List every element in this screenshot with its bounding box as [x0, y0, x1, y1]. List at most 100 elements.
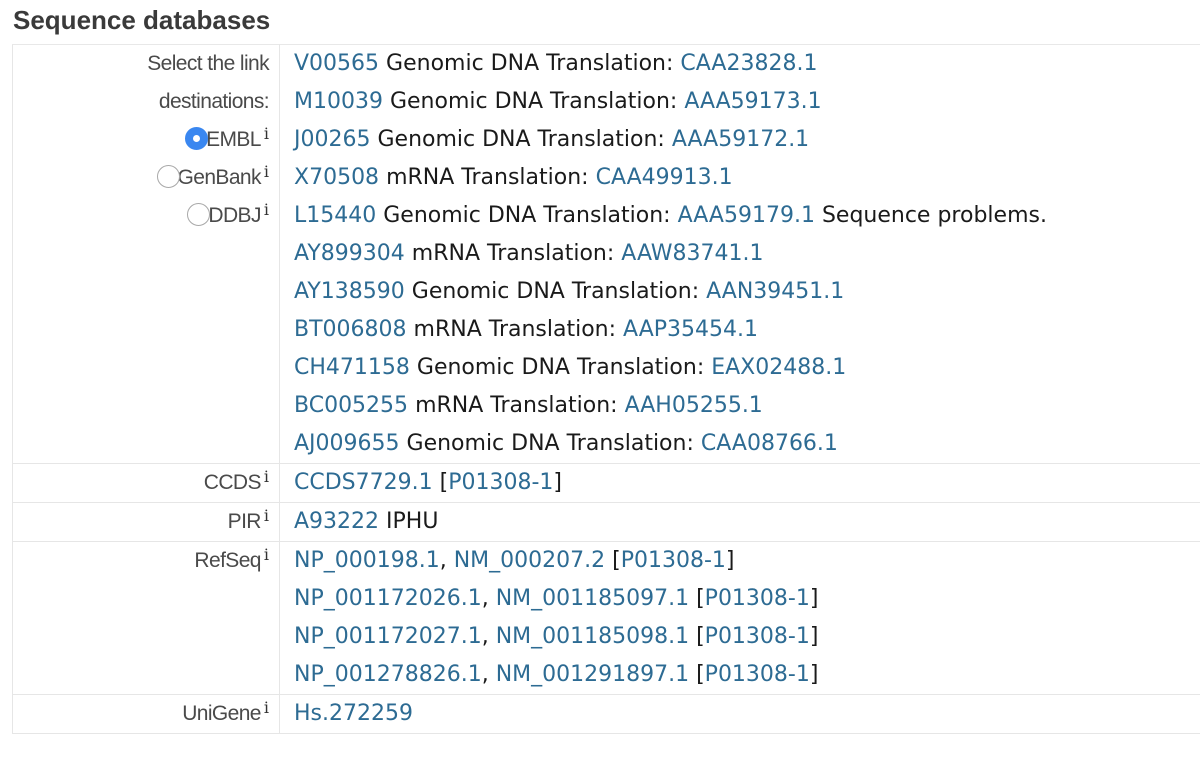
refseq-entry: NP_001172027.1, NM_001185098.1 [P01308-1… — [294, 624, 819, 649]
embl-entry: AY899304 mRNA Translation: AAW83741.1 — [294, 235, 1200, 273]
unigene-label: UniGene — [182, 702, 261, 725]
nucleotide-accession-link[interactable]: BC005255 — [294, 393, 409, 418]
embl-entry: J00265 Genomic DNA Translation: AAA59172… — [294, 121, 1200, 159]
ccds-row: CCDS i CCDS7729.1 [P01308-1] — [12, 463, 1200, 503]
nucleotide-accession-link[interactable]: V00565 — [294, 51, 380, 76]
molecule-type: Genomic DNA Translation: — [383, 203, 671, 228]
radio-option-ddbj[interactable]: DDBJ i — [13, 197, 269, 235]
nucleotide-accession-link[interactable]: BT006808 — [294, 317, 407, 342]
info-icon[interactable]: i — [263, 162, 269, 181]
embl-entry: CH471158 Genomic DNA Translation: EAX024… — [294, 349, 1200, 387]
refseq-row: RefSeq i NP_000198.1, NM_000207.2 [P01308… — [12, 541, 1200, 695]
protein-id-link[interactable]: EAX02488.1 — [711, 355, 847, 380]
isoform-link[interactable]: P01308-1 — [704, 624, 810, 649]
refseq-mrna-link[interactable]: NM_000207.2 — [453, 548, 606, 573]
protein-id-link[interactable]: AAP35454.1 — [623, 317, 758, 342]
ccds-label-cell: CCDS i — [12, 463, 280, 503]
radio-option-embl[interactable]: EMBL i — [13, 121, 269, 159]
molecule-type: Genomic DNA Translation: — [389, 89, 678, 114]
molecule-type: Genomic DNA Translation: — [377, 127, 665, 152]
genbank-radio-label: GenBank — [177, 166, 262, 189]
sequence-problems-note: Sequence problems. — [821, 203, 1047, 228]
refseq-protein-link[interactable]: NP_000198.1 — [294, 548, 440, 573]
molecule-type: mRNA Translation: — [386, 165, 589, 190]
refseq-protein-link[interactable]: NP_001172027.1 — [294, 624, 482, 649]
embl-entry: AJ009655 Genomic DNA Translation: CAA087… — [294, 425, 1200, 463]
molecule-type: mRNA Translation: — [411, 241, 615, 266]
info-icon[interactable]: i — [263, 124, 269, 143]
radio-option-genbank[interactable]: GenBank i — [13, 159, 269, 197]
ccds-id-link[interactable]: CCDS7729.1 — [294, 470, 433, 495]
nucleotide-accession-link[interactable]: M10039 — [294, 89, 383, 114]
molecule-type: Genomic DNA Translation: — [386, 51, 674, 76]
refseq-label-cell: RefSeq i — [12, 541, 280, 695]
section-title: Sequence databases — [13, 5, 271, 35]
pir-label: PIR — [227, 510, 262, 533]
protein-id-link[interactable]: AAN39451.1 — [706, 279, 845, 304]
unigene-label-cell: UniGene i — [12, 694, 280, 734]
ccds-value-cell: CCDS7729.1 [P01308-1] — [279, 463, 1200, 503]
refseq-mrna-link[interactable]: NM_001291897.1 — [495, 662, 690, 687]
unigene-value-cell: Hs.272259 — [279, 694, 1200, 734]
isoform-link[interactable]: P01308-1 — [704, 586, 810, 611]
refseq-protein-link[interactable]: NP_001278826.1 — [294, 662, 482, 687]
protein-id-link[interactable]: AAA59179.1 — [677, 203, 815, 228]
protein-id-link[interactable]: CAA49913.1 — [595, 165, 733, 190]
embl-entry: L15440 Genomic DNA Translation: AAA59179… — [294, 197, 1200, 235]
molecule-type: Genomic DNA Translation: — [416, 355, 705, 380]
ddbj-radio[interactable] — [187, 202, 211, 226]
unigene-row: UniGene i Hs.272259 — [12, 694, 1200, 734]
embl-radio[interactable] — [185, 126, 209, 150]
nucleotide-accession-link[interactable]: AY899304 — [294, 241, 405, 266]
protein-id-link[interactable]: AAH05255.1 — [624, 393, 763, 418]
refseq-entry: NP_001172026.1, NM_001185097.1 [P01308-1… — [294, 586, 819, 611]
info-icon[interactable]: i — [263, 545, 269, 564]
info-icon[interactable]: i — [263, 200, 269, 219]
refseq-protein-link[interactable]: NP_001172026.1 — [294, 586, 482, 611]
sequence-databases-table: Select the link destinations: EMBL i GenB… — [12, 44, 1200, 734]
protein-id-link[interactable]: CAA23828.1 — [680, 51, 818, 76]
embl-entry: M10039 Genomic DNA Translation: AAA59173… — [294, 83, 1200, 121]
pir-value-cell: A93222 IPHU — [279, 502, 1200, 542]
refseq-value-cell: NP_000198.1, NM_000207.2 [P01308-1] NP_0… — [279, 541, 1200, 695]
nucleotide-accession-link[interactable]: X70508 — [294, 165, 380, 190]
embl-radio-label: EMBL — [206, 128, 261, 151]
link-destination-label-line2: destinations: — [158, 90, 270, 113]
nucleotide-accession-link[interactable]: J00265 — [294, 127, 371, 152]
embl-entry: AY138590 Genomic DNA Translation: AAN394… — [294, 273, 1200, 311]
embl-entry: V00565 Genomic DNA Translation: CAA23828… — [294, 45, 1200, 83]
pir-label-cell: PIR i — [12, 502, 280, 542]
molecule-type: Genomic DNA Translation: — [411, 279, 700, 304]
protein-id-link[interactable]: AAW83741.1 — [621, 241, 764, 266]
info-icon[interactable]: i — [263, 506, 269, 525]
protein-id-link[interactable]: AAA59173.1 — [684, 89, 822, 114]
isoform-link[interactable]: P01308-1 — [620, 548, 726, 573]
isoform-link[interactable]: P01308-1 — [704, 662, 810, 687]
protein-id-link[interactable]: CAA08766.1 — [700, 431, 838, 456]
genbank-radio[interactable] — [156, 164, 180, 188]
molecule-type: mRNA Translation: — [415, 393, 618, 418]
nucleotide-accession-link[interactable]: L15440 — [294, 203, 377, 228]
info-icon[interactable]: i — [263, 698, 269, 717]
molecule-type: Genomic DNA Translation: — [406, 431, 694, 456]
info-icon[interactable]: i — [263, 467, 269, 486]
embl-entry: BC005255 mRNA Translation: AAH05255.1 — [294, 387, 1200, 425]
ccds-label: CCDS — [203, 471, 262, 494]
link-destination-label-line1: Select the link — [147, 52, 269, 75]
unigene-id-link[interactable]: Hs.272259 — [294, 701, 413, 726]
protein-id-link[interactable]: AAA59172.1 — [671, 127, 810, 152]
isoform-link[interactable]: P01308-1 — [448, 470, 554, 495]
refseq-entry: NP_001278826.1, NM_001291897.1 [P01308-1… — [294, 662, 819, 687]
embl-entry: X70508 mRNA Translation: CAA49913.1 — [294, 159, 1200, 197]
embl-entries-cell: V00565 Genomic DNA Translation: CAA23828… — [279, 44, 1200, 464]
molecule-type: mRNA Translation: — [413, 317, 617, 342]
embl-row: Select the link destinations: EMBL i GenB… — [12, 44, 1200, 464]
nucleotide-accession-link[interactable]: AY138590 — [294, 279, 405, 304]
ddbj-radio-label: DDBJ — [208, 204, 261, 227]
refseq-mrna-link[interactable]: NM_001185097.1 — [495, 586, 690, 611]
nucleotide-accession-link[interactable]: CH471158 — [294, 355, 410, 380]
pir-id-link[interactable]: A93222 — [294, 509, 380, 534]
embl-label-cell: Select the link destinations: EMBL i GenB… — [12, 44, 280, 464]
nucleotide-accession-link[interactable]: AJ009655 — [294, 431, 400, 456]
refseq-mrna-link[interactable]: NM_001185098.1 — [495, 624, 690, 649]
